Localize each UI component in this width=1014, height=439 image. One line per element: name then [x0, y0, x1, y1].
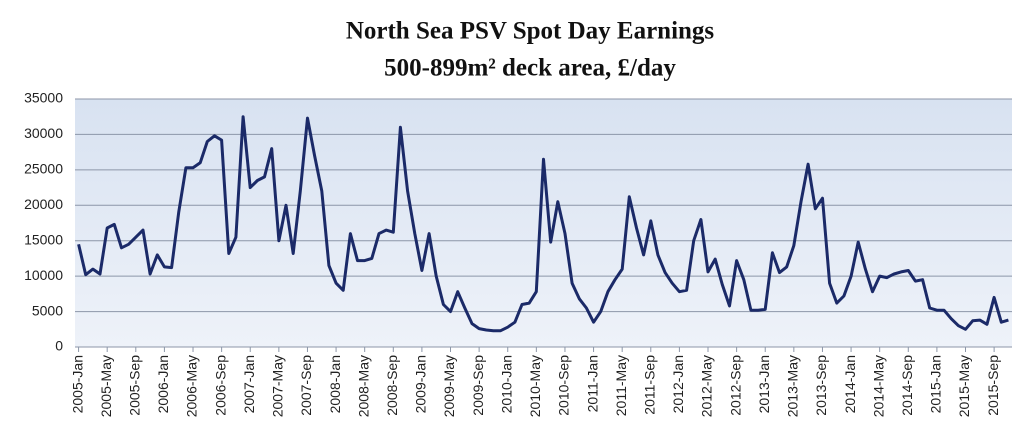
x-tick-label: 2009-May — [441, 355, 457, 417]
x-tick-label: 2011-Jan — [584, 355, 600, 412]
x-tick-label: 2005-Sep — [127, 355, 143, 416]
x-tick-label: 2007-Jan — [241, 355, 257, 413]
x-tick-label: 2007-May — [270, 355, 286, 417]
x-tick-label: 2015-May — [956, 355, 972, 417]
x-tick-label: 2014-Sep — [899, 355, 915, 416]
y-tick-label: 25000 — [24, 161, 63, 177]
x-tick-label: 2013-Jan — [756, 355, 772, 413]
chart-subtitle: 500-899m² deck area, £/day — [384, 55, 676, 82]
x-tick-label: 2009-Jan — [413, 355, 429, 413]
x-tick-label: 2010-Jan — [498, 355, 514, 413]
y-tick-label: 20000 — [24, 196, 63, 212]
chart-title: North Sea PSV Spot Day Earnings — [346, 18, 715, 45]
y-tick-label: 5000 — [32, 302, 63, 318]
x-tick-label: 2008-May — [355, 355, 371, 417]
x-tick-label: 2008-Sep — [384, 355, 400, 416]
y-tick-label: 0 — [55, 338, 63, 354]
x-tick-label: 2008-Jan — [327, 355, 343, 413]
x-tick-label: 2006-Jan — [155, 355, 171, 413]
x-tick-label: 2014-May — [870, 355, 886, 417]
x-tick-label: 2006-May — [184, 355, 200, 417]
x-tick-label: 2012-Sep — [727, 355, 743, 416]
x-tick-label: 2012-Jan — [670, 355, 686, 413]
x-tick-label: 2013-Sep — [813, 355, 829, 416]
x-tick-label: 2007-Sep — [298, 355, 314, 416]
x-tick-label: 2012-May — [699, 355, 715, 417]
x-tick-label: 2010-May — [527, 355, 543, 417]
x-tick-label: 2015-Jan — [928, 355, 944, 413]
x-tick-label: 2011-Sep — [641, 355, 657, 415]
x-tick-label: 2014-Jan — [842, 355, 858, 413]
x-tick-label: 2010-Sep — [556, 355, 572, 416]
x-tick-label: 2005-Jan — [69, 355, 85, 413]
data-line — [77, 115, 1009, 333]
x-tick-label: 2013-May — [785, 355, 801, 417]
y-tick-label: 30000 — [24, 125, 63, 141]
y-tick-label: 15000 — [24, 231, 63, 247]
y-tick-label: 35000 — [24, 90, 63, 106]
x-tick-label: 2015-Sep — [985, 355, 1001, 416]
x-tick-label: 2009-Sep — [470, 355, 486, 416]
y-tick-label: 10000 — [24, 267, 63, 283]
x-tick-label: 2006-Sep — [212, 355, 228, 416]
plot-area — [75, 99, 1012, 347]
x-tick-label: 2011-May — [613, 355, 629, 416]
x-tick-label: 2005-May — [98, 355, 114, 417]
